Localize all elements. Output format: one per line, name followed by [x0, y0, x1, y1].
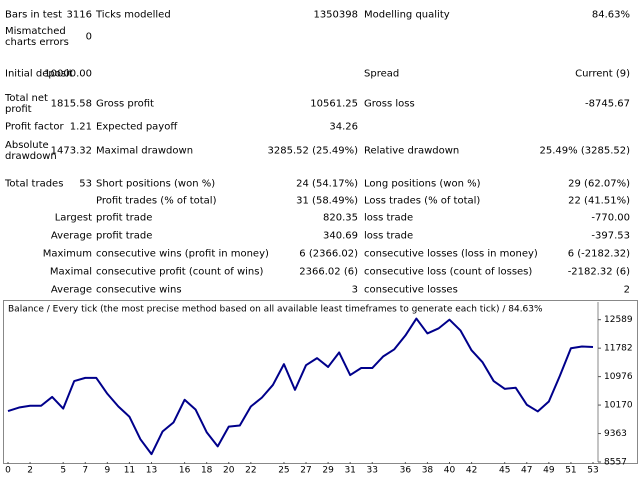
report-value: 1815.58 — [50, 98, 92, 110]
report-label: Average — [50, 284, 92, 296]
report-value: 3285.52 (25.49%) — [267, 145, 358, 157]
report-value: 29 (62.07%) — [568, 178, 630, 190]
report-value: 24 (54.17%) — [296, 178, 358, 190]
report-value: 10561.25 — [310, 98, 358, 110]
x-tick-label: 40 — [444, 466, 456, 476]
x-tick-label: 18 — [201, 466, 213, 476]
y-tick-label: 11782 — [604, 344, 633, 354]
x-tick-label: 42 — [466, 466, 477, 476]
report-value: 25.49% (3285.52) — [539, 145, 630, 157]
x-tick-label: 31 — [344, 466, 355, 476]
report-value: 1350398 — [313, 9, 358, 21]
report-value: 1.21 — [69, 121, 92, 133]
report-value: 6 (2366.02) — [299, 248, 358, 260]
report-label: Maximal drawdown — [96, 145, 194, 157]
report-label: Maximum — [42, 248, 92, 260]
report-label: Largest — [54, 212, 92, 224]
report-value: 84.63% — [591, 9, 630, 21]
report-value: -397.53 — [591, 230, 630, 242]
report-label: Gross profit — [96, 98, 154, 110]
x-tick-label: 20 — [223, 466, 235, 476]
x-tick-label: 51 — [565, 466, 576, 476]
report-label: Loss trades (% of total) — [364, 195, 481, 207]
x-tick-label: 45 — [499, 466, 510, 476]
x-tick-label: 33 — [367, 466, 378, 476]
x-tick-label: 11 — [124, 466, 135, 476]
report-label: Total net profit — [5, 93, 48, 115]
x-tick-label: 13 — [146, 466, 157, 476]
report-label: Gross loss — [364, 98, 415, 110]
x-tick-label: 0 — [5, 466, 11, 476]
x-tick-label: 29 — [322, 466, 334, 476]
chart-title: Balance / Every tick (the most precise m… — [8, 305, 543, 315]
report-label: consecutive loss (count of losses) — [364, 266, 533, 278]
report-label: Long positions (won %) — [364, 178, 481, 190]
x-tick-label: 25 — [278, 466, 289, 476]
x-tick-label: 38 — [422, 466, 434, 476]
report-label: consecutive profit (count of wins) — [96, 266, 264, 278]
report-label: Absolute drawdown — [5, 140, 57, 162]
report-label: Profit trades (% of total) — [96, 195, 217, 207]
report-label: Total trades — [5, 178, 64, 190]
x-tick-label: 16 — [179, 466, 191, 476]
report-label: profit trade — [96, 212, 153, 224]
y-tick-label: 12589 — [604, 315, 633, 325]
balance-line — [7, 317, 594, 456]
x-tick-label: 2 — [27, 466, 33, 476]
report-value: -770.00 — [591, 212, 630, 224]
report-label: Relative drawdown — [364, 145, 460, 157]
report-label: loss trade — [364, 230, 414, 242]
report-value: 3 — [351, 284, 358, 296]
report-label: Initial deposit — [5, 68, 73, 80]
x-tick-label: 7 — [82, 466, 88, 476]
report-label: Average — [50, 230, 92, 242]
report-label: Bars in test — [5, 9, 62, 21]
report-value: 31 (58.49%) — [296, 195, 358, 207]
x-tick-label: 49 — [543, 466, 555, 476]
y-tick-label: 10976 — [604, 372, 633, 382]
report-value: 1473.32 — [50, 145, 92, 157]
report-label: consecutive losses — [364, 284, 458, 296]
x-tick-label: 22 — [245, 466, 256, 476]
x-tick-label: 53 — [587, 466, 598, 476]
report-label: profit trade — [96, 230, 153, 242]
report-label: Spread — [364, 68, 400, 80]
chart-frame — [3, 300, 638, 464]
report-value: Current (9) — [575, 68, 630, 80]
report-label: consecutive losses (loss in money) — [364, 248, 538, 260]
report-value: 53 — [79, 178, 92, 190]
report-value: 0 — [85, 31, 92, 43]
x-tick-label: 27 — [300, 466, 311, 476]
report-label: Short positions (won %) — [96, 178, 216, 190]
report-value: 6 (-2182.32) — [567, 248, 630, 260]
report-label: Profit factor — [5, 121, 64, 133]
report-value: -2182.32 (6) — [567, 266, 630, 278]
report-value: 340.69 — [323, 230, 358, 242]
report-label: Ticks modelled — [96, 9, 171, 21]
report-value: 10000.00 — [44, 68, 92, 80]
y-tick-label: 10170 — [604, 401, 633, 411]
report-label: consecutive wins — [96, 284, 182, 296]
report-value: 2366.02 (6) — [299, 266, 358, 278]
y-tick-label: 9363 — [604, 429, 627, 439]
report-label: consecutive wins (profit in money) — [96, 248, 269, 260]
x-tick-label: 36 — [400, 466, 412, 476]
report-label: Modelling quality — [364, 9, 450, 21]
report-value: 2 — [623, 284, 630, 296]
x-tick-label: 9 — [104, 466, 110, 476]
report-value: 22 (41.51%) — [568, 195, 630, 207]
y-tick-label: 8557 — [604, 458, 627, 468]
report-value: 3116 — [66, 9, 92, 21]
report-label: Mismatched charts errors — [5, 26, 69, 48]
report-value: 34.26 — [329, 121, 358, 133]
report-value: -8745.67 — [585, 98, 630, 110]
report-label: Maximal — [49, 266, 92, 278]
x-tick-label: 47 — [521, 466, 532, 476]
report-value: 820.35 — [323, 212, 358, 224]
x-tick-label: 5 — [60, 466, 66, 476]
report-label: loss trade — [364, 212, 414, 224]
report-label: Expected payoff — [96, 121, 178, 133]
